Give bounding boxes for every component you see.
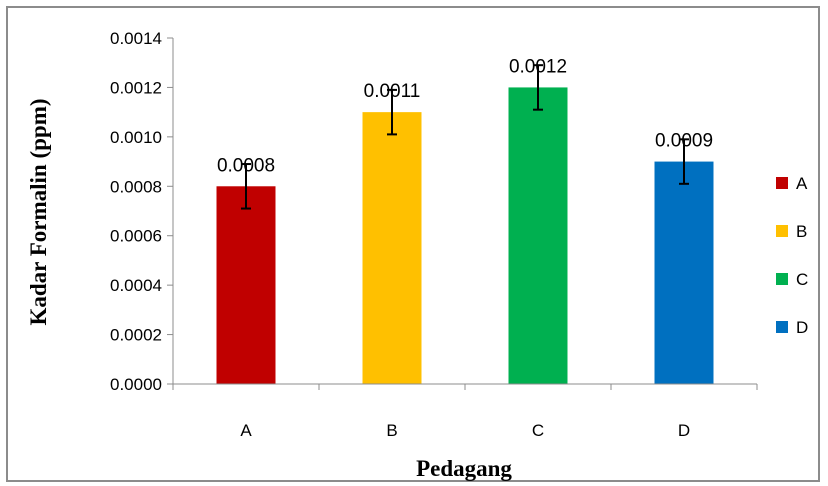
x-tick-label: B bbox=[386, 421, 397, 440]
data-label: 0.0012 bbox=[509, 56, 567, 77]
legend-label: D bbox=[796, 318, 808, 337]
y-axis-title: Kadar Formalin (ppm) bbox=[26, 98, 51, 325]
y-tick-label: 0.0012 bbox=[110, 78, 162, 97]
legend-swatch-b bbox=[776, 225, 788, 237]
legend-swatch-d bbox=[776, 321, 788, 333]
x-tick-label: A bbox=[240, 421, 252, 440]
legend-swatch-a bbox=[776, 177, 788, 189]
data-label: 0.0008 bbox=[217, 155, 275, 176]
legend: A B C D bbox=[776, 174, 808, 337]
bar-c bbox=[508, 87, 568, 384]
y-tick-label: 0.0000 bbox=[110, 375, 162, 394]
y-tick-label: 0.0006 bbox=[110, 227, 162, 246]
y-tick-label: 0.0008 bbox=[110, 177, 162, 196]
data-label: 0.0009 bbox=[655, 131, 713, 152]
y-tick-label: 0.0002 bbox=[110, 326, 162, 345]
plot-area: 0.0000 0.0002 0.0004 0.0006 0.0008 0.0010 0.00… bbox=[110, 29, 758, 440]
y-tick-label: 0.0004 bbox=[110, 276, 162, 295]
bar-b bbox=[362, 112, 422, 385]
x-tick-label: D bbox=[678, 421, 690, 440]
y-tick-label: 0.0014 bbox=[110, 29, 162, 48]
bar-a bbox=[216, 186, 276, 384]
legend-label: C bbox=[796, 270, 808, 289]
legend-label: A bbox=[796, 174, 808, 193]
x-tick-label: C bbox=[532, 421, 544, 440]
y-tick-label: 0.0010 bbox=[110, 128, 162, 147]
x-axis-title: Pedagang bbox=[416, 456, 512, 481]
data-label: 0.0011 bbox=[364, 81, 421, 102]
legend-label: B bbox=[796, 222, 807, 241]
bar-d bbox=[654, 161, 714, 384]
legend-swatch-c bbox=[776, 273, 788, 285]
